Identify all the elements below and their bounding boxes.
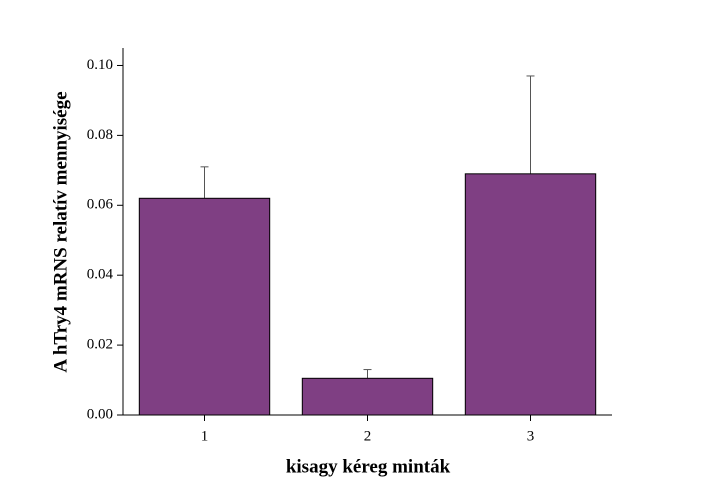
y-axis-title: A hTry4 mRNS relatív mennyisége bbox=[50, 91, 71, 372]
bar bbox=[464, 173, 597, 416]
bar bbox=[138, 197, 271, 416]
y-tick-label: 0.00 bbox=[87, 406, 113, 422]
y-tick-label: 0.10 bbox=[87, 57, 113, 73]
y-tick-label: 0.06 bbox=[87, 197, 114, 213]
y-tick-label: 0.04 bbox=[87, 267, 114, 283]
x-tick-label: 1 bbox=[201, 428, 209, 444]
y-tick-label: 0.08 bbox=[87, 127, 113, 143]
x-tick-label: 2 bbox=[364, 428, 372, 444]
x-axis-title: kisagy kéreg minták bbox=[286, 456, 451, 477]
x-tick-label: 3 bbox=[527, 428, 535, 444]
y-tick-label: 0.02 bbox=[87, 337, 113, 353]
bar bbox=[301, 377, 434, 416]
